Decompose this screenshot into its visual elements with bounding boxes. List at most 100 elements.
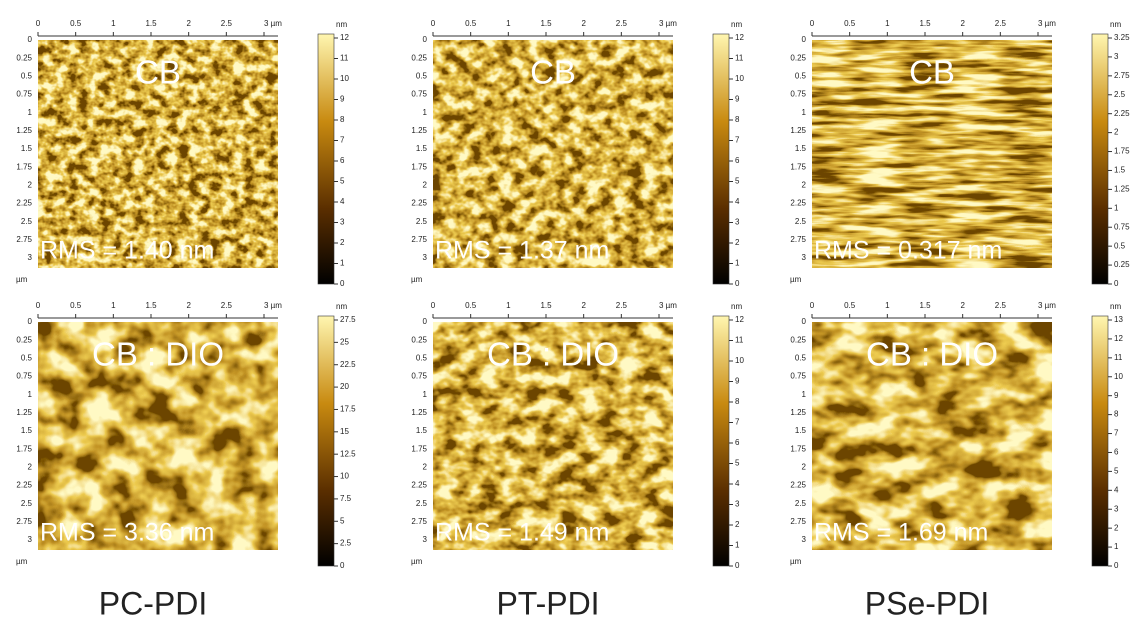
y-tick-label: 2.5 (416, 499, 428, 508)
x-tick-label: 2 (960, 19, 965, 28)
y-tick-label: 0.5 (21, 353, 33, 362)
y-tick-label: 1 (802, 108, 807, 117)
colorbar-tick-label: 0 (735, 279, 740, 288)
colorbar-tick-label: 9 (340, 95, 345, 104)
colorbar-tick-label: 11 (1114, 353, 1123, 362)
colorbar-tick-label: 2.75 (1114, 71, 1130, 80)
y-tick-label: 2.25 (16, 481, 32, 490)
x-tick-label: 1.5 (540, 19, 552, 28)
x-tick-label: 1.5 (145, 301, 157, 310)
x-tick-label: 1 (506, 19, 511, 28)
colorbar (1091, 33, 1109, 285)
x-tick-label: 2 (581, 19, 586, 28)
colorbar-tick-label: 10 (340, 472, 349, 481)
colorbar-tick-label: 5 (735, 177, 740, 186)
y-tick-label: 3 (423, 253, 428, 262)
y-tick-label: 2.25 (411, 481, 427, 490)
colorbar (317, 315, 335, 567)
colorbar-tick-label: 11 (735, 54, 744, 63)
x-tick-label: 1 (885, 19, 890, 28)
colorbar-unit: nm (1110, 302, 1121, 311)
column-label: PT-PDI (496, 585, 599, 621)
y-tick-label: 2.75 (16, 517, 32, 526)
colorbar-tick-label: 8 (340, 115, 345, 124)
y-tick-label: 2.75 (411, 235, 427, 244)
x-tick-label: 1.5 (540, 301, 552, 310)
y-tick-label: 1.25 (790, 408, 806, 417)
rms-label: RMS = 1.37 nm (435, 237, 609, 265)
x-tick-label: 3 µm (659, 301, 677, 310)
y-tick-label: 1.25 (16, 408, 32, 417)
colorbar-tick-label: 9 (735, 95, 740, 104)
x-tick-label: 0 (810, 19, 815, 28)
colorbar-tick-label: 2 (340, 238, 345, 247)
colorbar-tick-label: 0 (735, 561, 740, 570)
colorbar-tick-label: 12 (1114, 334, 1123, 343)
colorbar-tick-label: 3 (340, 218, 345, 227)
colorbar-tick-label: 1 (1114, 203, 1119, 212)
colorbar-tick-label: 5 (340, 516, 345, 525)
y-tick-label: 0 (423, 35, 428, 44)
y-tick-label: 2.5 (21, 217, 33, 226)
colorbar-tick-label: 12 (735, 33, 744, 42)
y-tick-label: 0 (28, 35, 33, 44)
y-tick-label: 0.25 (411, 335, 427, 344)
y-tick-label: 0.75 (16, 90, 32, 99)
x-tick-label: 0 (431, 301, 436, 310)
colorbar-tick-label: 5 (340, 177, 345, 186)
x-tick-label: 1 (111, 301, 116, 310)
y-tick-label: 1 (28, 108, 33, 117)
colorbar-tick-label: 7.5 (340, 494, 352, 503)
y-tick-label: 0 (802, 317, 807, 326)
y-unit: µm (411, 275, 423, 284)
colorbar-tick-label: 5 (1114, 466, 1119, 475)
x-tick-label: 0 (810, 301, 815, 310)
y-tick-label: 3 (802, 253, 807, 262)
x-tick-label: 1 (111, 19, 116, 28)
y-tick-label: 0.75 (411, 372, 427, 381)
colorbar-tick-label: 9 (1114, 391, 1119, 400)
colorbar-tick-label: 3 (1114, 52, 1119, 61)
colorbar-unit: nm (731, 20, 742, 29)
y-tick-label: 1 (423, 108, 428, 117)
y-tick-label: 2 (28, 180, 33, 189)
colorbar-unit: nm (731, 302, 742, 311)
y-tick-label: 1.25 (790, 126, 806, 135)
colorbar-tick-label: 1 (735, 259, 740, 268)
colorbar-tick-label: 0.5 (1114, 241, 1126, 250)
colorbar-tick-label: 1 (1114, 542, 1119, 551)
colorbar-tick-label: 12.5 (340, 449, 356, 458)
y-tick-label: 1.75 (790, 444, 806, 453)
y-tick-label: 2 (802, 180, 807, 189)
y-tick-label: 0.25 (16, 335, 32, 344)
y-tick-label: 0.75 (411, 90, 427, 99)
y-tick-label: 2.25 (411, 199, 427, 208)
y-tick-label: 0 (423, 317, 428, 326)
y-tick-label: 2.75 (790, 235, 806, 244)
x-tick-label: 0.5 (465, 301, 477, 310)
colorbar-tick-label: 2.25 (1114, 109, 1130, 118)
colorbar-tick-label: 27.5 (340, 315, 356, 324)
x-tick-label: 0.5 (70, 301, 82, 310)
y-tick-label: 0.5 (416, 71, 428, 80)
colorbar-unit: nm (336, 20, 347, 29)
colorbar-tick-label: 8 (1114, 410, 1119, 419)
colorbar-tick-label: 0 (1114, 279, 1119, 288)
colorbar-tick-label: 11 (735, 336, 744, 345)
condition-label: CB : DIO (487, 336, 619, 373)
y-tick-label: 1.75 (16, 444, 32, 453)
y-tick-label: 2.5 (795, 499, 807, 508)
y-tick-label: 0.5 (416, 353, 428, 362)
x-tick-label: 3 µm (1038, 301, 1056, 310)
x-tick-label: 3 µm (659, 19, 677, 28)
condition-label: CB : DIO (92, 336, 224, 373)
y-tick-label: 0.25 (790, 335, 806, 344)
colorbar (712, 33, 730, 285)
colorbar-tick-label: 17.5 (340, 405, 356, 414)
y-tick-label: 1.25 (16, 126, 32, 135)
y-tick-label: 1.5 (21, 426, 33, 435)
colorbar-tick-label: 25 (340, 337, 349, 346)
y-tick-label: 0 (28, 317, 33, 326)
x-tick-label: 2.5 (616, 19, 628, 28)
condition-label: CB : DIO (866, 336, 998, 373)
